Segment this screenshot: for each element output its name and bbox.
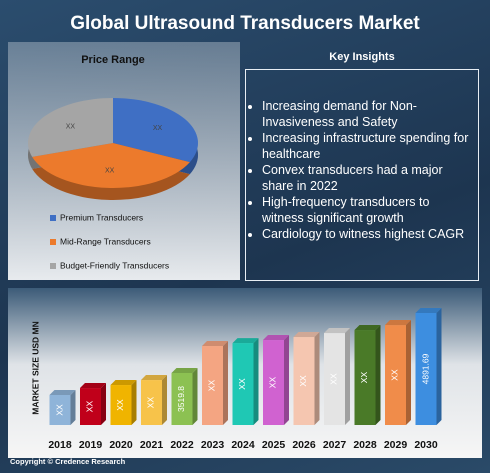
main-title: Global Ultrasound Transducers Market [70,13,420,34]
bar-value-label: XX [146,397,156,409]
bar-value-label: 3519.8 [176,386,186,412]
bar-side [314,332,320,425]
bar-top [415,308,442,313]
bar-side [406,320,411,425]
bar [202,346,223,425]
bar [49,395,71,425]
insight: Increasing infrastructure spending for h… [262,130,470,162]
bar [232,343,254,425]
bar-top [49,390,76,395]
x-tick-label: 2023 [201,439,225,451]
legend-swatch [50,263,56,269]
bar-value-label: XX [359,372,369,384]
insight: Increasing demand for Non-Invasiveness a… [262,98,470,130]
bar-value-label: 4891.69 [420,353,430,384]
slice-label: XX [105,168,115,175]
x-tick-label: 2026 [292,439,316,451]
bar-side [345,328,350,425]
x-tick-label: 2022 [170,439,194,451]
bar [293,337,315,425]
bar-value-label: XX [298,375,308,387]
bar [171,372,193,425]
y-axis-label: MARKET SIZE USD MN [30,321,40,415]
pie-slice [27,98,113,157]
bar [110,385,132,425]
bar-top [324,328,350,334]
insight: Convex transducers had a major share in … [262,162,470,194]
pie-slice [32,143,190,188]
bar-side [70,390,76,425]
bar-side [253,338,259,425]
bar-side [162,375,167,425]
bar-side [192,367,198,425]
x-tick-label: 2019 [79,439,103,451]
bar-top [385,320,411,326]
bar [385,325,406,425]
slice-label: XX [153,125,163,132]
insights-list: Increasing demand for Non-Invasiveness a… [246,70,478,242]
bar-value-label: XX [329,373,339,385]
bar-side [131,380,137,425]
x-tick-label: 2020 [109,439,133,451]
bar [415,313,437,425]
x-tick-label: 2029 [384,439,408,451]
bar-top [354,325,381,331]
bar-side [436,308,442,425]
bar-side [284,335,289,425]
insights-box: Increasing demand for Non-Invasiveness a… [245,69,479,281]
x-tick-label: 2025 [262,439,286,451]
bar-top [202,341,228,347]
pie-slice [113,98,198,163]
insights-title: Key Insights [329,51,394,63]
copyright: Copyright © Credence Research [10,457,126,466]
x-tick-label: 2028 [353,439,377,451]
bar [324,333,345,425]
legend-swatch [50,215,56,221]
x-tick-label: 2018 [48,439,72,451]
pie-title: Price Range [81,54,145,66]
bar-top [263,335,289,341]
bar-value-label: XX [237,378,247,390]
bar-top [171,367,198,373]
legend-label: Budget-Friendly Transducers [60,260,169,270]
legend-label: Mid-Range Transducers [60,236,151,246]
bar-top [232,338,259,344]
bar-value-label: XX [207,380,217,392]
bar-value-label: XX [390,369,400,381]
bar-value-label: XX [268,377,278,389]
x-tick-label: 2024 [231,439,255,451]
bar-side [223,341,228,425]
x-tick-label: 2021 [140,439,164,451]
bar [263,340,284,425]
bar [80,388,101,425]
slice-label: XX [66,123,76,130]
bar-side [375,325,381,425]
bar-top [293,332,320,338]
insight: High-frequency transducers to witness si… [262,194,470,226]
bar-value-label: XX [85,401,95,413]
bar-side [101,383,106,425]
legend-label: Premium Transducers [60,212,143,222]
bar-top [80,383,106,389]
x-tick-label: 2027 [323,439,347,451]
bar-value-label: XX [115,399,125,411]
bar-value-label: XX [54,404,64,416]
insight: Cardiology to witness highest CAGR [262,226,470,242]
bar-top [141,375,167,381]
bar-top [110,380,137,386]
bar [141,380,162,425]
bar [354,330,376,425]
x-tick-label: 2030 [414,439,438,451]
legend-swatch [50,239,56,245]
